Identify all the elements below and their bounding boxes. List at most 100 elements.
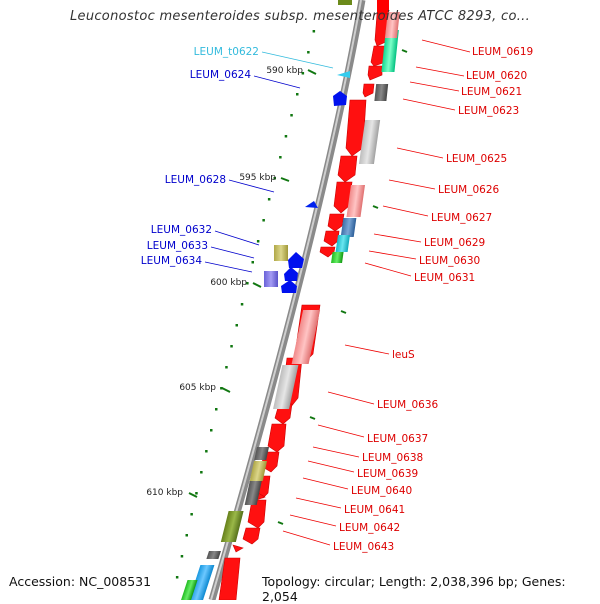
tick-dot bbox=[279, 156, 282, 159]
gene-label-forward: LEUM_0623 bbox=[458, 105, 519, 117]
tick-dot bbox=[215, 408, 218, 411]
tick-dot bbox=[262, 219, 265, 222]
gene-block bbox=[346, 185, 365, 217]
ruler-tick-label: 590 kbp bbox=[266, 66, 303, 76]
gene-arrow bbox=[367, 65, 383, 81]
gene-label-forward: LEUM_0642 bbox=[339, 522, 400, 534]
tick-dot bbox=[312, 30, 316, 33]
ruler-tick-label: 605 kbp bbox=[179, 383, 216, 393]
right-labels: LEUM_0619 LEUM_0620 LEUM_0621 LEUM_0623 … bbox=[282, 39, 533, 553]
gene-label-forward: LEUM_0638 bbox=[362, 452, 423, 464]
gene-arrow bbox=[327, 213, 345, 232]
gene-arrow bbox=[333, 181, 353, 214]
left-labels: LEUM_t0622 LEUM_0624 LEUM_0628 LEUM_0632… bbox=[141, 46, 334, 273]
track-dashes bbox=[277, 49, 408, 525]
tick-dot bbox=[240, 303, 244, 306]
gene-block bbox=[358, 120, 381, 164]
gene-label-reverse: LEUM_0632 bbox=[151, 224, 212, 236]
tick-dot bbox=[195, 492, 198, 495]
ruler-tick-label: 610 kbp bbox=[146, 488, 183, 498]
gene-block bbox=[273, 365, 299, 409]
gene-label-reverse: LEUM_0633 bbox=[147, 240, 208, 252]
gene-arrow bbox=[281, 280, 297, 293]
tick-dot bbox=[267, 198, 271, 201]
gene-label-forward: LEUM_0626 bbox=[438, 184, 500, 196]
gene-arrow bbox=[333, 91, 347, 106]
ruler-tick: 595 kbp bbox=[239, 173, 290, 183]
gene-label-forward: LEUM_0625 bbox=[446, 153, 507, 165]
gene-block bbox=[331, 252, 344, 263]
gene-block bbox=[244, 481, 262, 505]
gene-label-forward: LEUM_0630 bbox=[419, 255, 480, 267]
gene-label-forward: LEUM_0620 bbox=[466, 70, 527, 82]
gene-label-reverse: LEUM_0628 bbox=[165, 174, 226, 186]
gene-label-forward: LEUM_0637 bbox=[367, 433, 428, 445]
gene-label-trna: LEUM_t0622 bbox=[194, 46, 259, 58]
trna-marker bbox=[337, 71, 350, 78]
tick-dot bbox=[251, 261, 254, 264]
tick-dot bbox=[220, 387, 223, 390]
gene-arrow bbox=[284, 267, 298, 281]
gene-block bbox=[335, 235, 350, 252]
gene-label-forward: LEUM_0629 bbox=[424, 237, 485, 249]
gene-arrow bbox=[232, 544, 244, 553]
accession-text: Accession: NC_008531 bbox=[9, 574, 152, 589]
ruler-tick-label: 600 kbp bbox=[210, 278, 247, 288]
gene-label-forward: LEUM_0627 bbox=[431, 212, 492, 224]
tick-dot bbox=[190, 513, 193, 516]
tick-dot bbox=[235, 324, 238, 327]
tick-dot bbox=[246, 282, 249, 285]
gene-arrow bbox=[267, 423, 287, 453]
tick-dot bbox=[230, 345, 233, 348]
gene-block bbox=[264, 271, 278, 287]
gene-label-forward: leuS bbox=[392, 349, 415, 361]
tick-dot bbox=[225, 366, 228, 369]
gene-label-forward: LEUM_0640 bbox=[351, 485, 412, 497]
gene-block bbox=[189, 565, 215, 600]
gene-arrow bbox=[345, 99, 367, 157]
ruler-tick: 610 kbp bbox=[146, 488, 198, 498]
gene-arrow bbox=[288, 252, 304, 268]
gene-label-reverse: LEUM_0624 bbox=[190, 69, 252, 81]
tick-dot bbox=[180, 555, 184, 558]
feature-blocks bbox=[181, 12, 400, 600]
gene-label-forward: LEUM_0643 bbox=[333, 541, 394, 553]
ruler-tick: 605 kbp bbox=[179, 383, 231, 393]
tick-dot bbox=[301, 72, 305, 75]
reverse-strand-genes bbox=[264, 71, 350, 293]
tick-track bbox=[175, 30, 316, 579]
tick-dot bbox=[185, 534, 188, 537]
gene-block bbox=[340, 218, 357, 237]
tick-dot bbox=[256, 240, 260, 243]
gene-block bbox=[385, 12, 400, 38]
gene-arrow bbox=[362, 83, 375, 98]
gene-label-reverse: LEUM_0634 bbox=[141, 255, 203, 267]
gene-block bbox=[220, 511, 244, 542]
gene-label-forward: LEUM_0619 bbox=[472, 46, 533, 58]
tick-dot bbox=[205, 450, 208, 453]
tick-dot bbox=[200, 471, 203, 474]
gene-arrow bbox=[247, 499, 267, 529]
gene-block bbox=[254, 447, 269, 460]
gene-arrow bbox=[337, 155, 358, 183]
tick-dot bbox=[175, 576, 179, 579]
gene-arrow bbox=[323, 230, 340, 247]
gene-label-forward: LEUM_0636 bbox=[377, 399, 439, 411]
gene-block bbox=[291, 310, 321, 364]
gene-block bbox=[338, 0, 352, 5]
tick-dot bbox=[210, 429, 213, 432]
gene-arrow bbox=[319, 246, 336, 258]
tick-dot bbox=[290, 114, 293, 117]
ruler-tick-label: 595 kbp bbox=[239, 173, 276, 183]
gene-block bbox=[274, 245, 288, 261]
tick-dot bbox=[273, 177, 276, 180]
gene-block bbox=[381, 30, 399, 72]
tick-dot bbox=[284, 135, 288, 138]
gene-block bbox=[206, 551, 221, 559]
tick-dot bbox=[296, 93, 299, 96]
gene-block bbox=[249, 461, 268, 481]
gene-label-forward: LEUM_0639 bbox=[357, 468, 418, 480]
gene-arrow bbox=[305, 201, 318, 208]
